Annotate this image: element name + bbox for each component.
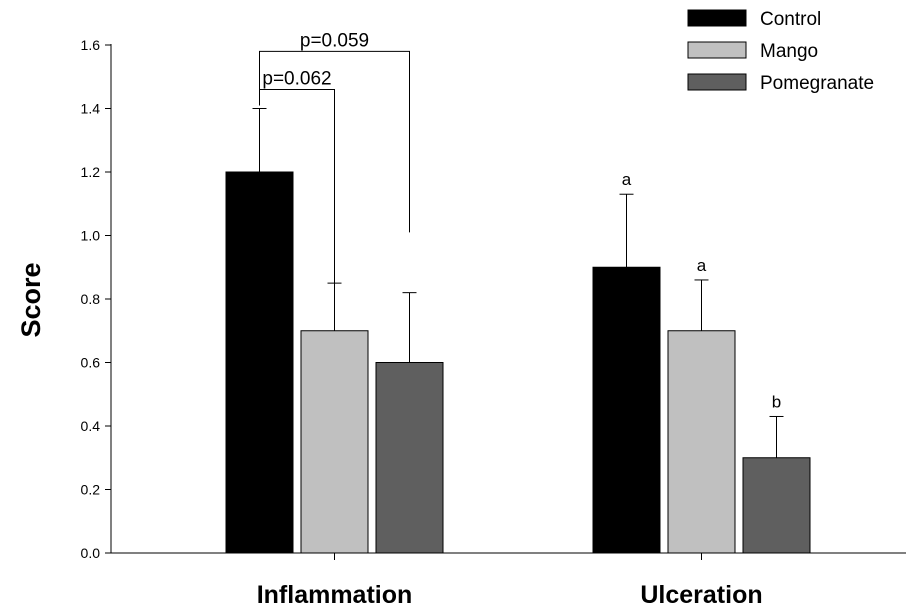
bar	[300, 330, 369, 554]
y-tick-label: 1.4	[81, 101, 101, 117]
y-axis-title: Score	[16, 262, 46, 337]
bar	[742, 457, 811, 554]
y-tick-label: 0.6	[81, 355, 101, 371]
legend-label: Control	[760, 9, 821, 30]
y-tick-label: 0.0	[81, 545, 101, 561]
comparison-bracket	[259, 50, 410, 233]
legend: Control Mango Pomegranate	[687, 9, 874, 94]
significance-letter: a	[622, 170, 632, 189]
x-category-label: Inflammation	[257, 581, 413, 609]
y-tick-label: 0.2	[81, 482, 101, 498]
bar	[375, 362, 444, 554]
significance-letter: a	[697, 256, 707, 275]
legend-swatch	[687, 9, 747, 27]
significance-letter: b	[772, 392, 781, 411]
legend-label: Mango	[760, 41, 818, 62]
legend-swatch	[687, 73, 747, 91]
axes: 0.0 0.2 0.4 0.6 0.8 1.0 1.2 1.4 1.6 Inflammation U…	[81, 37, 906, 609]
legend-swatch	[687, 41, 747, 59]
p-value-label: p=0.062	[262, 68, 331, 89]
legend-label: Pomegranate	[760, 73, 874, 94]
bar	[667, 330, 736, 554]
p-value-label: p=0.059	[300, 30, 369, 51]
y-tick-label: 1.6	[81, 37, 101, 53]
y-tick-label: 1.0	[81, 228, 101, 244]
x-category-label: Ulceration	[640, 581, 762, 609]
y-tick-label: 1.2	[81, 164, 101, 180]
bar	[225, 171, 294, 554]
y-tick-label: 0.8	[81, 291, 101, 307]
bar	[592, 266, 661, 554]
bars	[225, 108, 811, 554]
annotations: a a b p=0.062 p=0.059	[259, 30, 781, 411]
y-tick-label: 0.4	[81, 418, 101, 434]
